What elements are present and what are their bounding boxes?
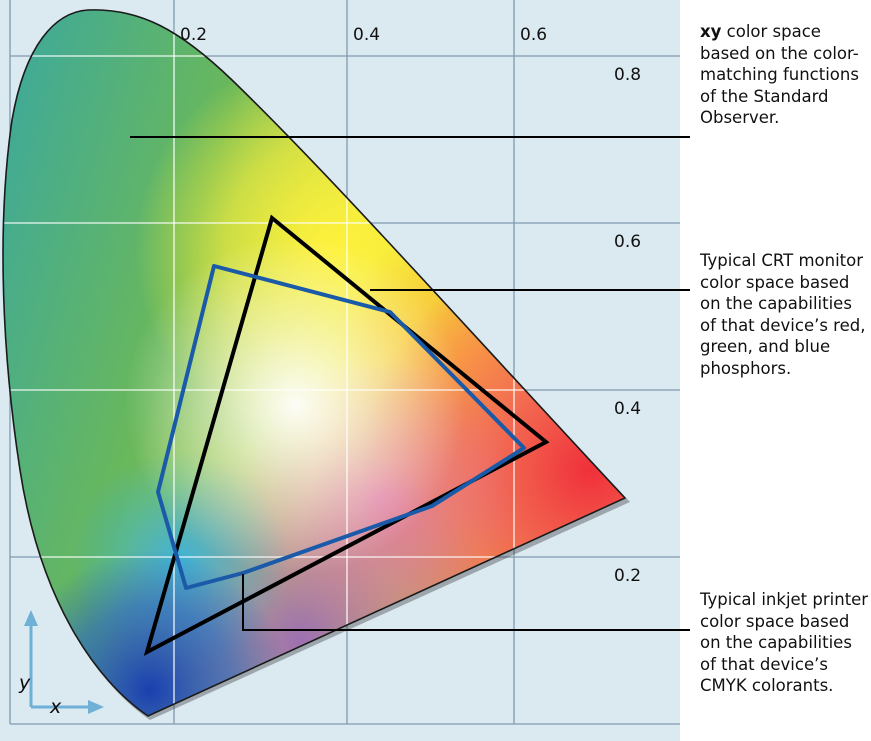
x-tick-label: 0.6 [520, 25, 547, 45]
y-tick-label: 0.2 [614, 566, 641, 586]
y-tick-label: 0.8 [614, 65, 641, 85]
caption-xy-text: color space based on the color-matching … [700, 22, 859, 127]
caption-crt-color-space: Typical CRT monitor color space based on… [700, 251, 866, 378]
caption-xy-bold: xy [700, 22, 722, 41]
leader-lines [130, 136, 690, 631]
spectral-locus-outline [2, 9, 627, 717]
caption-xy-color-space: xy color space based on the color-matchi… [700, 21, 860, 129]
x-arrow-icon [88, 700, 104, 714]
x-tick-label: 0.2 [180, 25, 207, 45]
x-axis-letter: x [49, 696, 62, 718]
y-tick-label: 0.6 [614, 232, 641, 252]
caption-inkjet-color-space: Typical inkjet printer color space based… [700, 590, 869, 695]
y-tick-labels: 0.8 0.6 0.4 0.2 [614, 65, 641, 586]
leader-line-inkjet [242, 574, 690, 631]
axis-indicator: y x [18, 610, 104, 718]
x-tick-label: 0.4 [353, 25, 380, 45]
y-axis-letter: y [18, 672, 31, 694]
y-arrow-icon [24, 610, 38, 626]
inkjet-gamut-polygon [156, 264, 526, 590]
y-tick-label: 0.4 [614, 399, 641, 419]
x-tick-labels: 0.2 0.4 0.6 [180, 25, 547, 45]
